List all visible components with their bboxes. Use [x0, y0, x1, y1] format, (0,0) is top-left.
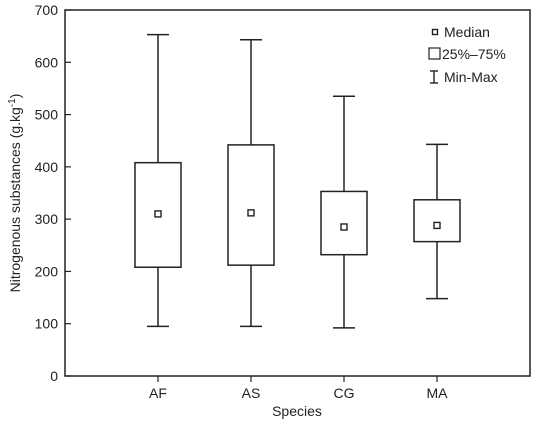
boxes — [134, 33, 461, 329]
legend-label-min-max: Min-Max — [444, 69, 498, 85]
median-marker — [247, 209, 255, 217]
y-tick-label: 100 — [35, 316, 59, 332]
whisker-marker-icon — [430, 70, 438, 84]
y-tick-label: 0 — [50, 368, 58, 384]
box-ma — [413, 143, 461, 300]
median-marker — [433, 221, 441, 230]
box-cg — [320, 95, 368, 329]
median-marker — [154, 210, 162, 218]
legend-item-median: Median — [431, 24, 490, 40]
y-tick-label: 400 — [35, 159, 59, 175]
y-tick-label: 500 — [35, 107, 59, 123]
y-tick-label: 600 — [35, 54, 59, 70]
quartile-box — [227, 144, 275, 266]
legend-item-min-max: Min-Max — [430, 69, 498, 85]
x-tick-label: CG — [334, 385, 355, 401]
median-marker-icon — [431, 28, 439, 36]
legend-item-quartile-box: 25%–75% — [428, 46, 506, 62]
y-tick-label: 200 — [35, 263, 59, 279]
legend: Median 25%–75% Min-Max — [428, 24, 506, 85]
quartile-box — [413, 199, 461, 243]
box-af — [134, 33, 182, 328]
y-tick-label: 700 — [35, 2, 59, 18]
x-axis-label: Species — [272, 403, 322, 419]
y-axis: 0 100 200 300 400 500 600 700 — [35, 2, 71, 384]
box-marker-icon — [428, 47, 441, 60]
y-axis-label: Nitrogenous substances (g.kg-1) — [7, 94, 23, 293]
legend-label-median: Median — [444, 24, 490, 40]
legend-label-quartile-box: 25%–75% — [442, 46, 506, 62]
y-tick-label: 300 — [35, 211, 59, 227]
x-tick-label: MA — [427, 385, 449, 401]
box-as — [227, 39, 275, 328]
quartile-box — [320, 190, 368, 256]
x-axis: AF AS CG MA — [149, 376, 448, 401]
x-tick-label: AF — [149, 385, 167, 401]
x-tick-label: AS — [242, 385, 261, 401]
median-marker — [340, 223, 348, 231]
y-axis-label-superscript: -1 — [7, 98, 18, 107]
plot-area-frame — [64, 9, 531, 377]
